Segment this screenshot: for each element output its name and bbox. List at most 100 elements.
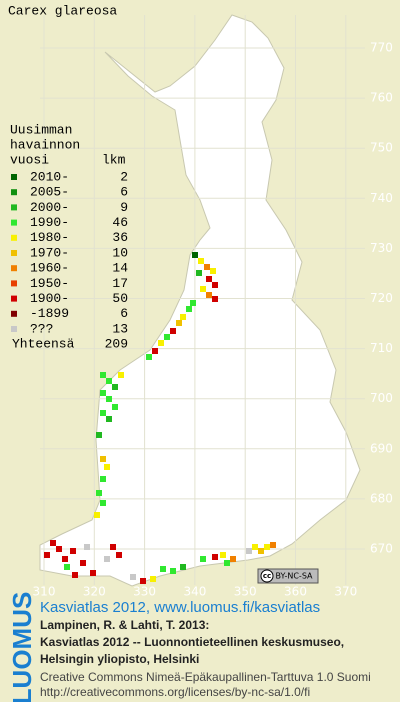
occurrence-square (80, 560, 86, 566)
x-grid-label: 320 (83, 585, 106, 599)
legend-period: 1960- (30, 261, 69, 276)
occurrence-square (118, 372, 124, 378)
occurrence-square (64, 564, 70, 570)
occurrence-square (140, 578, 146, 584)
legend-period: 1900- (30, 291, 69, 306)
occurrence-square (196, 270, 202, 276)
occurrence-square (100, 476, 106, 482)
occurrence-square (180, 564, 186, 570)
occurrence-square (104, 464, 110, 470)
occurrence-square (100, 410, 106, 416)
legend-count: 10 (112, 245, 128, 260)
y-grid-label: 670 (370, 542, 393, 556)
atlas-link[interactable]: Kasviatlas 2012, www.luomus.fi/kasviatla… (40, 599, 320, 616)
occurrence-square (192, 252, 198, 258)
legend-swatch (11, 280, 17, 287)
occurrence-square (72, 572, 78, 578)
occurrence-square (220, 552, 226, 558)
occurrence-squares (44, 252, 276, 584)
legend-count: 6 (120, 306, 128, 321)
y-grid-label: 740 (370, 191, 393, 205)
legend-count: 9 (120, 200, 128, 215)
occurrence-square (116, 552, 122, 558)
legend-period: 2000- (30, 200, 69, 215)
y-grid-label: 700 (370, 391, 393, 405)
occurrence-square (112, 384, 118, 390)
citation-line: Helsingin yliopisto, Helsinki (40, 652, 199, 666)
occurrence-square (212, 282, 218, 288)
grid: 770 760 750 740 730 720 710 700 690 680 670 310 320 3… (33, 15, 393, 599)
legend-period: 1980- (30, 230, 69, 245)
occurrence-square (84, 544, 90, 550)
legend-swatch (11, 174, 17, 180)
legend-col-count: lkm (102, 152, 126, 167)
y-grid-label: 750 (370, 141, 393, 155)
legend-swatch (11, 234, 17, 241)
legend-period: -1899 (30, 306, 69, 321)
y-grid-label: 720 (370, 291, 393, 305)
occurrence-square (56, 546, 62, 552)
legend-period: 1950- (30, 276, 69, 291)
occurrence-square (210, 268, 216, 274)
y-grid-label: 730 (370, 241, 393, 255)
occurrence-square (176, 320, 182, 326)
legend-count: 2 (120, 169, 128, 184)
legend-period: 1970- (30, 245, 69, 260)
occurrence-square (146, 354, 152, 360)
occurrence-square (90, 570, 96, 576)
occurrence-square (264, 544, 270, 550)
occurrence-square (152, 348, 158, 354)
species-title: Carex glareosa (8, 3, 117, 18)
occurrence-square (212, 296, 218, 302)
y-grid-label: 710 (370, 341, 393, 355)
x-grid-label: 310 (33, 585, 56, 599)
occurrence-square (150, 576, 156, 582)
occurrence-square (186, 306, 192, 312)
legend-swatch (11, 310, 17, 317)
legend-heading: Uusimman (10, 122, 72, 137)
legend-count: 50 (112, 291, 128, 306)
license-line: Creative Commons Nimeä-Epäkaupallinen-Ta… (40, 670, 371, 684)
legend-swatch (11, 189, 17, 196)
occurrence-square (200, 556, 206, 562)
legend-swatch (11, 250, 17, 256)
occurrence-square (224, 560, 230, 566)
occurrence-square (190, 300, 196, 306)
occurrence-square (180, 314, 186, 320)
occurrence-square (70, 548, 76, 554)
x-grid-label: 340 (183, 585, 206, 599)
occurrence-square (100, 500, 106, 506)
occurrence-square (112, 404, 118, 410)
citation-line: Kasviatlas 2012 -- Luonnontieteellinen k… (40, 635, 344, 649)
occurrence-square (170, 568, 176, 574)
occurrence-square (94, 512, 100, 518)
occurrence-square (200, 286, 206, 292)
x-grid-label: 330 (133, 585, 156, 599)
legend-swatch (11, 295, 17, 302)
occurrence-square (198, 258, 204, 264)
occurrence-square (100, 456, 106, 462)
occurrence-square (110, 544, 116, 550)
y-grid-label: 690 (370, 441, 393, 455)
occurrence-square (106, 378, 112, 384)
legend-count: 13 (112, 321, 128, 336)
legend-period: 1990- (30, 215, 69, 230)
legend-count: 46 (112, 215, 128, 230)
occurrence-square (160, 566, 166, 572)
license-url[interactable]: http://creativecommons.org/licenses/by-n… (40, 685, 310, 699)
legend-heading: havainnon (10, 137, 80, 152)
occurrence-square (164, 334, 170, 340)
cc-mark: cc (263, 572, 271, 580)
finland-outline (39, 14, 361, 587)
legend-period: 2010- (30, 169, 69, 184)
occurrence-square (258, 548, 264, 554)
legend-count: 6 (120, 185, 128, 200)
y-grid-label: 760 (370, 91, 393, 105)
legend-swatch (11, 204, 17, 211)
license-badge: cc BY-NC-SA (257, 568, 319, 584)
x-grid-label: 360 (284, 585, 307, 599)
legend-period: 2005- (30, 185, 69, 200)
occurrence-square (130, 574, 136, 580)
occurrence-square (106, 396, 112, 402)
occurrence-square (170, 328, 176, 334)
